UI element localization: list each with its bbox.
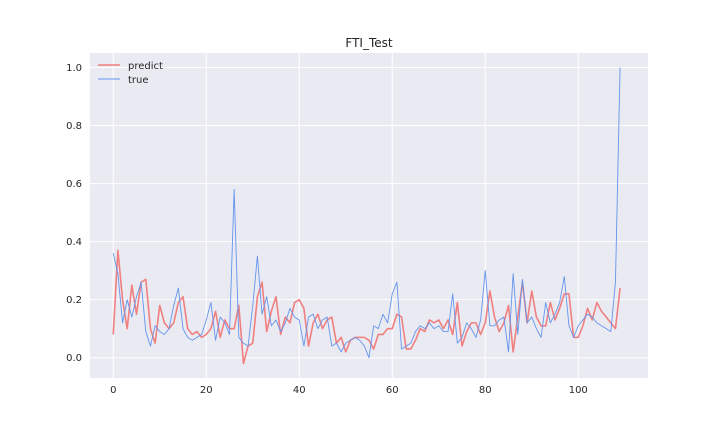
y-tick-label: 0.8 xyxy=(66,121,82,132)
legend: predict true xyxy=(98,61,163,86)
series-line-predict xyxy=(112,249,621,365)
series-line-true xyxy=(112,67,621,359)
x-tick-label: 0 xyxy=(110,385,116,396)
x-tick-label: 80 xyxy=(479,385,492,396)
x-tick-label: 40 xyxy=(293,385,306,396)
y-tick-label: 0.4 xyxy=(66,237,82,248)
y-tick-label: 0.0 xyxy=(66,353,82,364)
x-tick-label: 60 xyxy=(386,385,399,396)
x-tick-label: 100 xyxy=(569,385,588,396)
tick-labels: 0 20 40 60 80 100 0.0 0.2 0.4 0.6 0.8 1.0 xyxy=(66,63,588,396)
series-layer xyxy=(112,67,621,365)
legend-label-predict: predict xyxy=(128,61,163,72)
grid xyxy=(90,53,648,378)
y-tick-label: 0.6 xyxy=(66,179,82,190)
y-tick-label: 0.2 xyxy=(66,295,82,306)
x-tick-label: 20 xyxy=(200,385,213,396)
plot-area xyxy=(90,53,648,378)
chart-title: FTI_Test xyxy=(345,36,392,50)
legend-label-true: true xyxy=(128,75,149,86)
y-tick-label: 1.0 xyxy=(66,63,82,74)
